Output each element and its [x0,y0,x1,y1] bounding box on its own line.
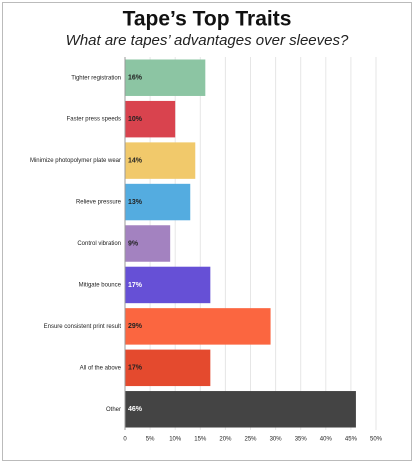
y-tick-label: Mitigate bounce [79,283,122,289]
value-label: 29% [128,323,143,330]
x-tick-label: 15% [194,437,207,443]
x-tick-label: 50% [370,437,383,443]
x-tick-label: 45% [345,437,358,443]
y-tick-label: Faster press speeds [67,117,121,123]
x-tick-label: 30% [270,437,283,443]
x-tick-label: 40% [320,437,333,443]
y-tick-label: Minimize photopolymer plate wear [30,158,121,164]
value-label: 13% [128,199,143,206]
chart-title: Tape’s Top Traits [123,8,292,31]
bar [125,349,211,387]
bar [125,308,271,345]
y-tick-label: Ensure consistent print result [44,324,122,330]
value-label: 16% [128,75,143,82]
y-tick-label: Other [106,407,121,413]
value-label: 10% [128,116,143,123]
bar [125,266,211,304]
x-tick-label: 0 [123,437,127,443]
value-label: 9% [128,240,139,247]
bar [125,225,171,262]
bar [125,59,206,96]
bar [125,183,191,221]
bar [125,100,176,138]
bar [125,142,196,179]
chart-subtitle: What are tapes’ advantages over sleeves? [66,32,349,49]
x-tick-label: 35% [295,437,308,443]
x-tick-label: 25% [244,437,257,443]
bar [125,391,356,428]
y-tick-label: Tighter registration [71,75,121,81]
value-label: 14% [128,157,143,164]
value-label: 17% [128,365,143,372]
x-tick-label: 5% [146,437,155,443]
value-label: 17% [128,282,143,289]
y-tick-label: Control vibration [77,241,121,247]
y-tick-label: All of the above [80,365,122,371]
x-tick-label: 10% [169,437,182,443]
x-tick-label: 20% [219,437,232,443]
y-tick-label: Relieve pressure [76,200,122,206]
value-label: 46% [128,406,143,413]
